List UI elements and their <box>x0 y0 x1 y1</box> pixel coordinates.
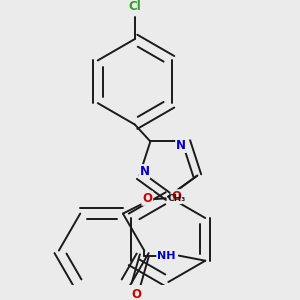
Text: Cl: Cl <box>128 0 141 13</box>
Text: CH₃: CH₃ <box>168 194 186 203</box>
Text: N: N <box>176 139 186 152</box>
Text: O: O <box>131 288 141 300</box>
Text: O: O <box>171 190 182 203</box>
Text: NH: NH <box>158 250 176 261</box>
Text: O: O <box>142 192 152 205</box>
Text: N: N <box>140 165 149 178</box>
